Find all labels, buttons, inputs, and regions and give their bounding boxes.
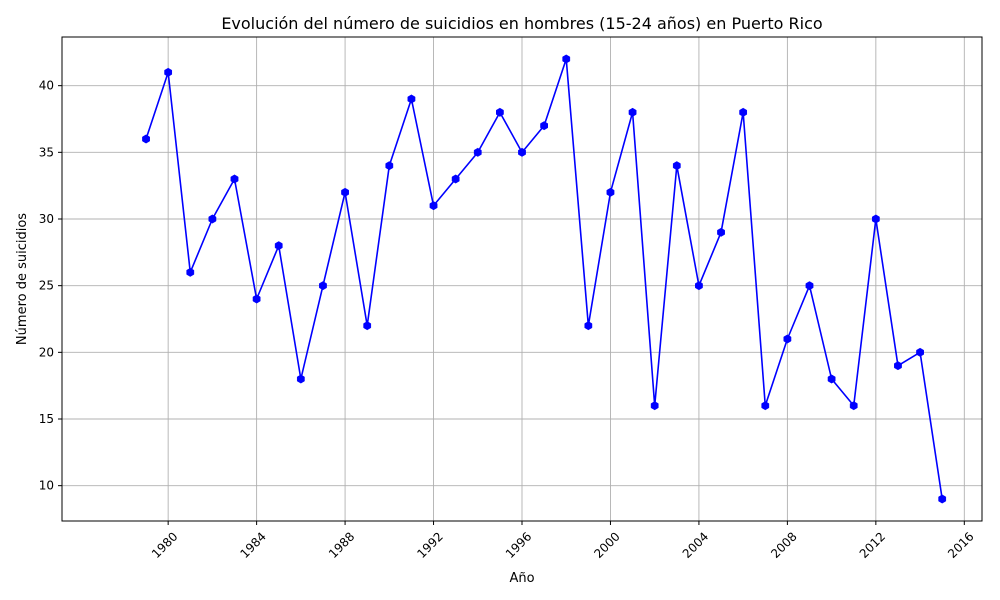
data-point [916, 347, 924, 357]
data-point [894, 361, 902, 371]
data-point [717, 227, 725, 237]
data-point [208, 214, 217, 224]
data-points [142, 54, 947, 504]
grid [62, 37, 982, 521]
data-point [230, 174, 239, 184]
data-point [540, 121, 548, 131]
x-tick-label: 1984 [237, 529, 268, 560]
data-point [761, 401, 770, 411]
data-point [473, 147, 482, 157]
data-point [606, 187, 615, 197]
data-point [274, 241, 283, 251]
x-tick-label: 1992 [414, 529, 445, 560]
data-point [783, 334, 792, 344]
data-point [562, 54, 571, 64]
y-tick-label: 40 [39, 79, 54, 93]
y-tick-label: 15 [39, 412, 54, 426]
data-point [805, 281, 814, 291]
x-tick-label: 1996 [503, 529, 534, 560]
data-point [385, 161, 394, 171]
x-tick-label: 2004 [680, 529, 711, 560]
data-point [164, 67, 173, 77]
data-point [429, 201, 438, 211]
data-point [518, 147, 526, 157]
y-axis-label: Número de suicidios [15, 213, 30, 345]
data-point [451, 174, 460, 184]
x-axis-label: Año [509, 571, 534, 586]
x-axis-ticks: 1980 1984 1988 1992 1996 2000 2004 2008 2012 2016 [149, 521, 977, 561]
data-point [363, 321, 372, 331]
x-tick-label: 2016 [945, 529, 976, 560]
data-point [650, 401, 659, 411]
y-tick-label: 10 [39, 479, 54, 493]
y-tick-label: 20 [39, 345, 54, 359]
y-tick-label: 30 [39, 212, 54, 226]
x-tick-label: 2008 [768, 529, 799, 560]
data-point [496, 107, 504, 117]
data-point [628, 107, 637, 117]
data-point [186, 267, 195, 277]
y-tick-label: 25 [39, 279, 54, 293]
data-point [142, 134, 150, 144]
y-tick-label: 35 [39, 145, 54, 159]
data-point [938, 494, 947, 504]
data-point [739, 107, 748, 117]
data-point [584, 321, 593, 331]
data-point [871, 214, 880, 224]
data-point [407, 94, 416, 104]
x-tick-label: 1988 [326, 529, 357, 560]
data-point [672, 161, 681, 171]
data-point [695, 281, 703, 291]
data-point [319, 281, 327, 291]
y-axis-ticks: 10 15 20 25 30 35 40 [39, 79, 62, 493]
data-point [849, 401, 858, 411]
x-tick-label: 1980 [149, 529, 180, 560]
x-tick-label: 2012 [857, 529, 888, 560]
data-point [827, 374, 836, 384]
data-point [296, 374, 305, 384]
x-tick-label: 2000 [591, 529, 622, 560]
data-point [252, 294, 261, 304]
data-point [341, 187, 349, 197]
chart-title: Evolución del número de suicidios en hom… [221, 14, 822, 33]
